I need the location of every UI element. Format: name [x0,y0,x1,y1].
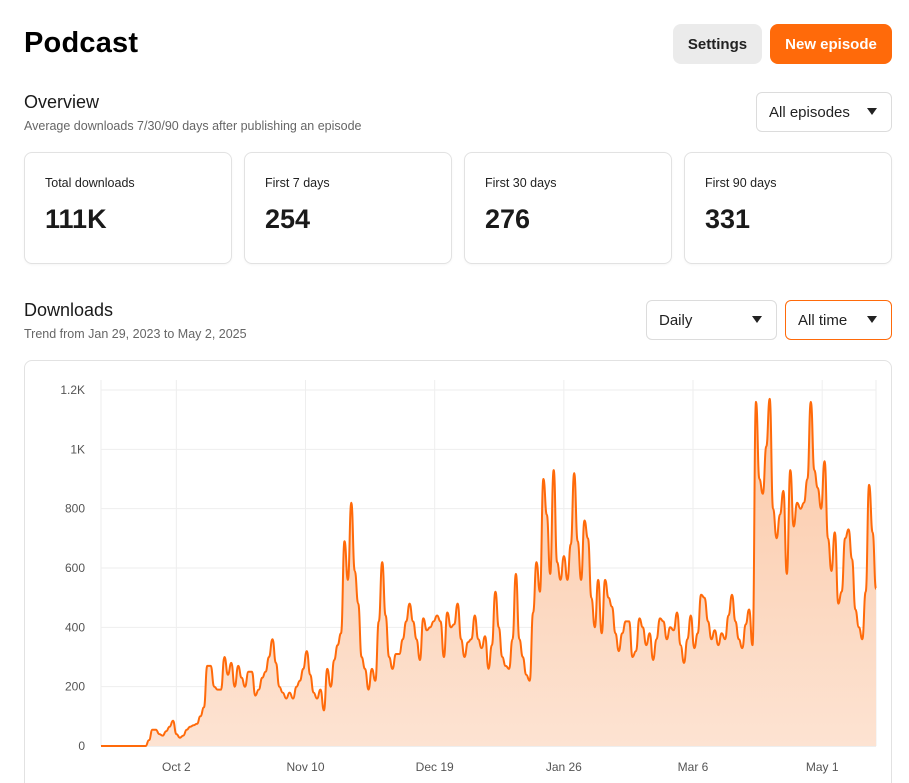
time-range-value: All time [798,311,848,329]
interval-select[interactable]: Daily [646,300,777,340]
page-header: Podcast Settings New episode [24,24,892,64]
overview-title: Overview [24,92,100,112]
stat-label: First 90 days [705,176,777,190]
episode-filter-select[interactable]: All episodes [756,92,892,132]
downloads-line [101,397,877,747]
y-tick-label: 600 [65,561,85,575]
caret-down-icon [752,316,762,323]
y-tick-label: 200 [65,680,85,694]
downloads-subtitle: Trend from Jan 29, 2023 to May 2, 2025 [24,327,247,341]
stat-value: 331 [705,204,751,234]
episode-filter-value: All episodes [769,103,850,121]
downloads-area [101,398,876,746]
stat-label: Total downloads [45,176,135,190]
settings-button[interactable]: Settings [673,24,762,64]
y-tick-label: 400 [65,620,85,634]
y-tick-label: 1.2K [60,383,85,397]
x-tick-label: Jan 26 [546,760,582,774]
downloads-title: Downloads [24,300,114,320]
y-tick-label: 1K [70,442,85,456]
interval-value: Daily [659,311,693,329]
x-tick-label: Dec 19 [416,760,454,774]
stat-value: 111K [45,204,107,234]
stat-label: First 30 days [485,176,557,190]
caret-down-icon [867,316,877,323]
y-tick-label: 0 [78,739,85,753]
stat-value: 276 [485,204,531,234]
stat-card-first-30-days: First 30 days 276 [464,152,672,264]
stat-card-first-7-days: First 7 days 254 [244,152,452,264]
stat-card-total-downloads: Total downloads 111K [24,152,232,264]
stat-card-first-90-days: First 90 days 331 [684,152,892,264]
downloads-chart[interactable]: 0 200 400 600 800 1K 1.2K Oct 2 Nov 10 Dec 19 Jan … [25,361,893,783]
caret-down-icon [867,108,877,115]
stat-label: First 7 days [265,176,330,190]
y-tick-label: 800 [65,502,85,516]
x-tick-label: May 1 [806,760,839,774]
overview-subtitle: Average downloads 7/30/90 days after pub… [24,119,362,133]
x-tick-label: Mar 6 [678,760,709,774]
downloads-chart-card: 0 200 400 600 800 1K 1.2K Oct 2 Nov 10 Dec 19 Jan … [24,360,892,783]
time-range-select[interactable]: All time [785,300,892,340]
page-title: Podcast [24,27,139,59]
new-episode-button[interactable]: New episode [770,24,892,64]
x-tick-label: Nov 10 [286,760,324,774]
stat-value: 254 [265,204,311,234]
x-tick-label: Oct 2 [162,760,191,774]
